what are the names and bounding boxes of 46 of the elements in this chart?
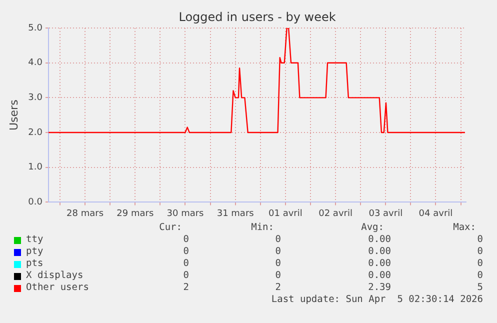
text: 0 [275,246,281,258]
legend-label: tty [26,234,44,246]
x-tick-label: 31 mars [216,208,254,219]
text: 0 [275,258,281,270]
y-tick-label: 2.0 [28,128,43,138]
y-tick-label: 1.0 [28,162,43,173]
text: Last update: Sun Apr 5 02:30:14 2026 [271,294,483,306]
text: Cur: [159,222,182,234]
text: 0 [183,246,189,258]
y-axis-title: Users [7,99,20,131]
text: 0 [477,234,483,246]
text: 0.00 [368,246,391,258]
y-tick-label: 5.0 [28,23,43,34]
text: 5 [477,282,483,294]
text: 0 [183,234,189,246]
text: 0 [183,258,189,270]
x-tick-label: 03 avril [368,208,403,219]
x-tick-label: 28 mars [66,208,104,219]
x-tick-label: 01 avril [268,208,302,219]
text: Min: [251,222,274,234]
text: 0 [183,270,189,282]
y-tick-label: 4.0 [28,58,43,68]
x-tick-label: 30 mars [166,208,204,219]
y-tick-label: 3.0 [28,93,43,104]
y-tick-label: 0.0 [28,198,43,208]
text: 0 [477,270,483,282]
text: 0 [275,270,281,282]
x-tick-label: 29 mars [116,208,154,219]
legend-label: pty [26,246,44,258]
text: 2.39 [368,282,391,294]
text: 0 [477,246,483,258]
text: Max: [453,222,476,234]
text: 2 [183,282,189,294]
text: 0.00 [368,258,391,270]
legend-label: Other users [26,282,89,294]
chart-title: Logged in users - by week [178,10,336,24]
text: Avg: [361,222,384,234]
legend-label: pts [26,258,44,270]
text: 2 [275,282,281,294]
text: 0 [477,258,483,270]
text: 0.00 [368,270,391,282]
legend-label: X displays [26,270,84,282]
x-tick-label: 02 avril [318,208,352,219]
text: 0 [275,234,281,246]
text: 0.00 [368,234,391,246]
x-tick-label: 04 avril [418,208,453,219]
